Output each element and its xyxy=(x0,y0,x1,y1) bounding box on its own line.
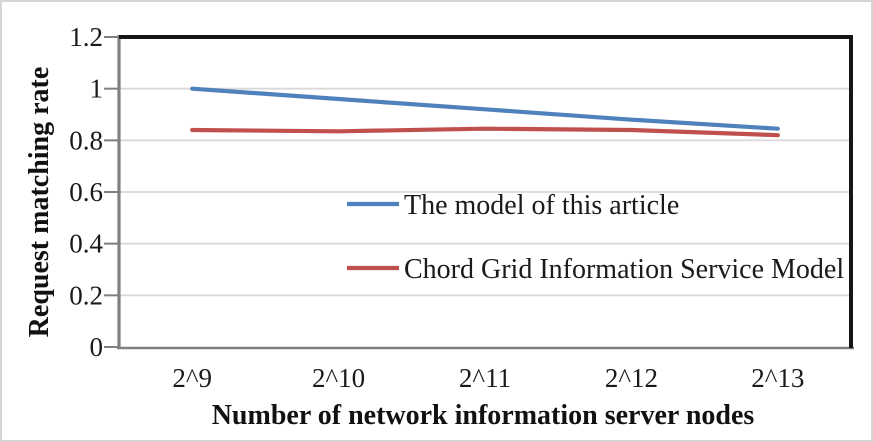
y-tick-label: 0 xyxy=(90,332,104,362)
y-tick-label: 0.6 xyxy=(69,177,103,207)
y-tick-label: 1.2 xyxy=(69,22,103,52)
x-tick-label: 2^9 xyxy=(172,363,212,393)
legend-label: Chord Grid Information Service Model xyxy=(404,254,844,285)
y-tick-label: 1 xyxy=(90,74,104,104)
y-tick-label: 0.2 xyxy=(69,280,103,310)
legend-label: The model of this article xyxy=(404,190,679,221)
plot-border xyxy=(119,35,853,348)
x-axis-title: Number of network information server nod… xyxy=(211,400,755,431)
y-tick-label: 0.8 xyxy=(69,125,103,155)
x-tick-label: 2^10 xyxy=(312,363,365,393)
y-tick-label: 0.4 xyxy=(69,229,103,259)
x-tick-label: 2^13 xyxy=(751,363,804,393)
series-line-chord-grid-model xyxy=(190,126,780,138)
x-tick-label: 2^12 xyxy=(605,363,658,393)
series-line-article-model xyxy=(190,86,780,131)
y-axis-title: Request matching rate xyxy=(24,66,55,338)
x-tick-label: 2^11 xyxy=(459,363,511,393)
